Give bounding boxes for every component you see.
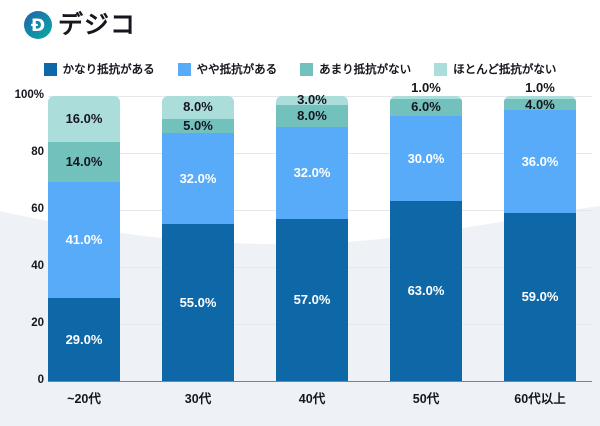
legend-item: かなり抵抗がある	[43, 61, 155, 77]
bar-value-labels: 59.0% 36.0% 4.0% 1.0%	[504, 81, 576, 381]
bar-value-labels: 29.0% 41.0% 14.0% 16.0%	[48, 96, 120, 381]
bar-segment	[276, 96, 348, 105]
bar-segment	[390, 201, 462, 381]
x-axis-line	[48, 380, 592, 382]
bar-value-label: 5.0%	[183, 117, 213, 133]
bar-segment	[48, 141, 120, 182]
y-tick-label: 0	[37, 374, 44, 386]
bar-value-label: 30.0%	[407, 150, 445, 166]
bar-value-label: 8.0%	[183, 99, 213, 115]
bar-value-label: 59.0%	[521, 288, 559, 304]
bar-segment	[162, 224, 234, 381]
bar-value-label: 1.0%	[411, 80, 441, 95]
bar-column-40代	[276, 96, 348, 381]
x-axis-label: 50代	[412, 392, 440, 406]
bar-segment	[48, 96, 120, 142]
bar-segment	[276, 104, 348, 128]
y-tick-label: 20	[31, 317, 44, 329]
bar-value-label: 3.0%	[297, 92, 327, 108]
x-axis-label: 40代	[298, 392, 326, 406]
bar-value-label: 32.0%	[293, 164, 331, 180]
bar-value-label: 32.0%	[179, 170, 217, 186]
bar-value-label: 63.0%	[407, 283, 445, 299]
brand-logo: Ð デジコ	[24, 11, 136, 39]
x-axis-label: 60代以上	[514, 392, 566, 406]
legend-label: あまり抵抗がない	[319, 64, 412, 76]
legend-label: ほとんど抵抗がない	[453, 64, 557, 76]
x-axis-label: ~20代	[67, 392, 101, 406]
bar-value-label: 16.0%	[65, 110, 103, 126]
brand-name: デジコ	[58, 11, 137, 39]
bar-segment	[48, 181, 120, 299]
bar-segment	[276, 218, 348, 381]
legend-swatch	[300, 62, 314, 76]
bar-value-label: 36.0%	[521, 153, 559, 169]
bar-segment	[276, 127, 348, 219]
chart-legend: かなり抵抗がある やや抵抗がある あまり抵抗がない ほとんど抵抗がない	[0, 61, 600, 77]
bar-value-label: 57.0%	[293, 291, 331, 307]
y-tick-label: 100%	[14, 89, 44, 101]
bar-segment	[162, 118, 234, 134]
bar-segment	[504, 96, 576, 99]
bar-value-labels: 55.0% 32.0% 5.0% 8.0%	[162, 96, 234, 381]
bar-value-label: 14.0%	[65, 153, 103, 169]
svg-text:Ð: Ð	[31, 16, 45, 36]
bar-value-label: 29.0%	[65, 331, 103, 347]
legend-swatch	[434, 62, 448, 76]
bar-column-30代	[162, 96, 234, 381]
bar-value-label: 55.0%	[179, 294, 217, 310]
bar-value-label: 41.0%	[65, 231, 103, 247]
y-tick-label: 40	[31, 260, 44, 272]
bar-segment	[162, 133, 234, 225]
bar-segment	[504, 212, 576, 381]
bar-segment	[48, 298, 120, 381]
gridline	[48, 95, 592, 97]
legend-item: ほとんど抵抗がない	[434, 61, 556, 77]
bar-segment	[162, 96, 234, 119]
legend-item: あまり抵抗がない	[300, 61, 411, 77]
bar-column-~20代	[48, 96, 120, 381]
dejico-d-icon: Ð	[24, 11, 52, 39]
bar-segment	[390, 98, 462, 116]
x-axis-label: 30代	[184, 392, 212, 406]
bar-value-label: 4.0%	[525, 96, 555, 112]
legend-label: かなり抵抗がある	[62, 64, 155, 76]
legend-swatch	[43, 62, 57, 76]
bar-value-label: 8.0%	[297, 107, 327, 123]
bar-value-label: 6.0%	[411, 99, 441, 115]
y-tick-label: 80	[31, 146, 44, 158]
bar-value-labels: 63.0% 30.0% 6.0% 1.0%	[390, 81, 462, 381]
legend-item: やや抵抗がある	[177, 61, 278, 77]
bar-segment	[390, 115, 462, 202]
bar-segment	[390, 96, 462, 99]
bar-segment	[504, 98, 576, 111]
bar-column-60代以上	[504, 96, 576, 381]
y-tick-label: 60	[31, 203, 44, 215]
legend-label: やや抵抗がある	[196, 64, 278, 76]
bar-column-50代	[390, 96, 462, 381]
bar-value-labels: 57.0% 32.0% 8.0% 3.0%	[276, 92, 348, 381]
bar-segment	[504, 110, 576, 213]
legend-swatch	[177, 62, 191, 76]
bar-value-label: 1.0%	[525, 80, 555, 95]
